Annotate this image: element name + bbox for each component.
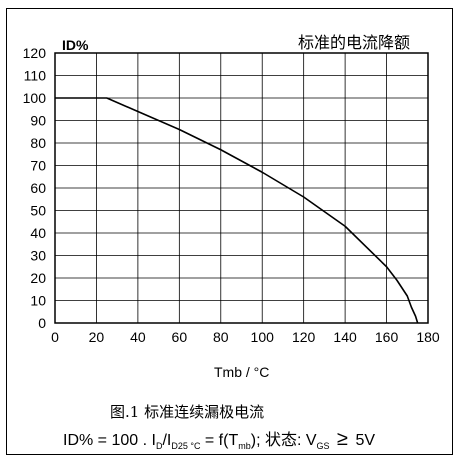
grid	[54, 52, 429, 324]
y-tick-label: 60	[30, 180, 46, 196]
derating-curve	[55, 97, 419, 324]
y-tick-label: 80	[30, 135, 46, 151]
chart-title: 标准的电流降额	[298, 33, 410, 52]
plot-border	[54, 52, 429, 324]
geq-symbol: ≥	[337, 428, 348, 450]
x-tick-label: 80	[213, 329, 229, 345]
y-tick-label: 20	[30, 270, 46, 286]
y-tick-label: 50	[30, 203, 46, 219]
y-tick-label: 100	[23, 90, 47, 106]
formula-sub-gs: GS	[316, 441, 330, 452]
x-tick-label: 60	[172, 329, 188, 345]
y-tick-label: 40	[30, 225, 46, 241]
y-axis-label: ID%	[62, 37, 89, 53]
formula-caption: ID% = 100 . ID/ID25 °C = f(Tmb); 状态: VGS…	[0, 426, 463, 451]
x-tick-label: 0	[51, 329, 59, 345]
x-tick-label: 40	[130, 329, 146, 345]
formula-eq-f: = f(T	[200, 432, 239, 449]
x-tick-label: 20	[89, 329, 105, 345]
y-tick-label: 10	[30, 293, 46, 309]
y-tick-label: 0	[38, 315, 46, 331]
formula-prefix: ID% = 100 . I	[63, 432, 156, 449]
formula-state: ); 状态: V	[250, 432, 317, 449]
x-tick-label: 140	[333, 329, 357, 345]
derating-chart: 0 20 40 60 80 100 120 140 160 180 0 10 20 30 40 50 60 70 8…	[23, 33, 440, 380]
x-axis-label: Tmb / °C	[214, 364, 269, 380]
formula-volt: 5V	[355, 432, 376, 449]
tick-labels: 0 20 40 60 80 100 120 140 160 180 0 10 20 30 40 50 60 70 8…	[23, 45, 440, 345]
x-tick-label: 180	[416, 329, 440, 345]
x-tick-label: 100	[251, 329, 275, 345]
formula-sub-d25: D25 °C	[171, 441, 201, 452]
y-tick-label: 70	[30, 158, 46, 174]
figure-caption: 图.1 标准连续漏极电流	[110, 403, 265, 421]
x-tick-label: 120	[292, 329, 316, 345]
y-tick-label: 120	[23, 45, 47, 61]
formula-slash-i: /I	[162, 432, 172, 449]
x-tick-label: 160	[375, 329, 399, 345]
y-tick-label: 90	[30, 113, 46, 129]
series-layer	[55, 97, 419, 324]
y-tick-label: 30	[30, 248, 46, 264]
y-tick-label: 110	[24, 68, 47, 84]
formula-sub-mb: mb	[238, 441, 251, 452]
figure-frame	[6, 8, 453, 455]
formula-sub-d: D	[155, 441, 163, 452]
